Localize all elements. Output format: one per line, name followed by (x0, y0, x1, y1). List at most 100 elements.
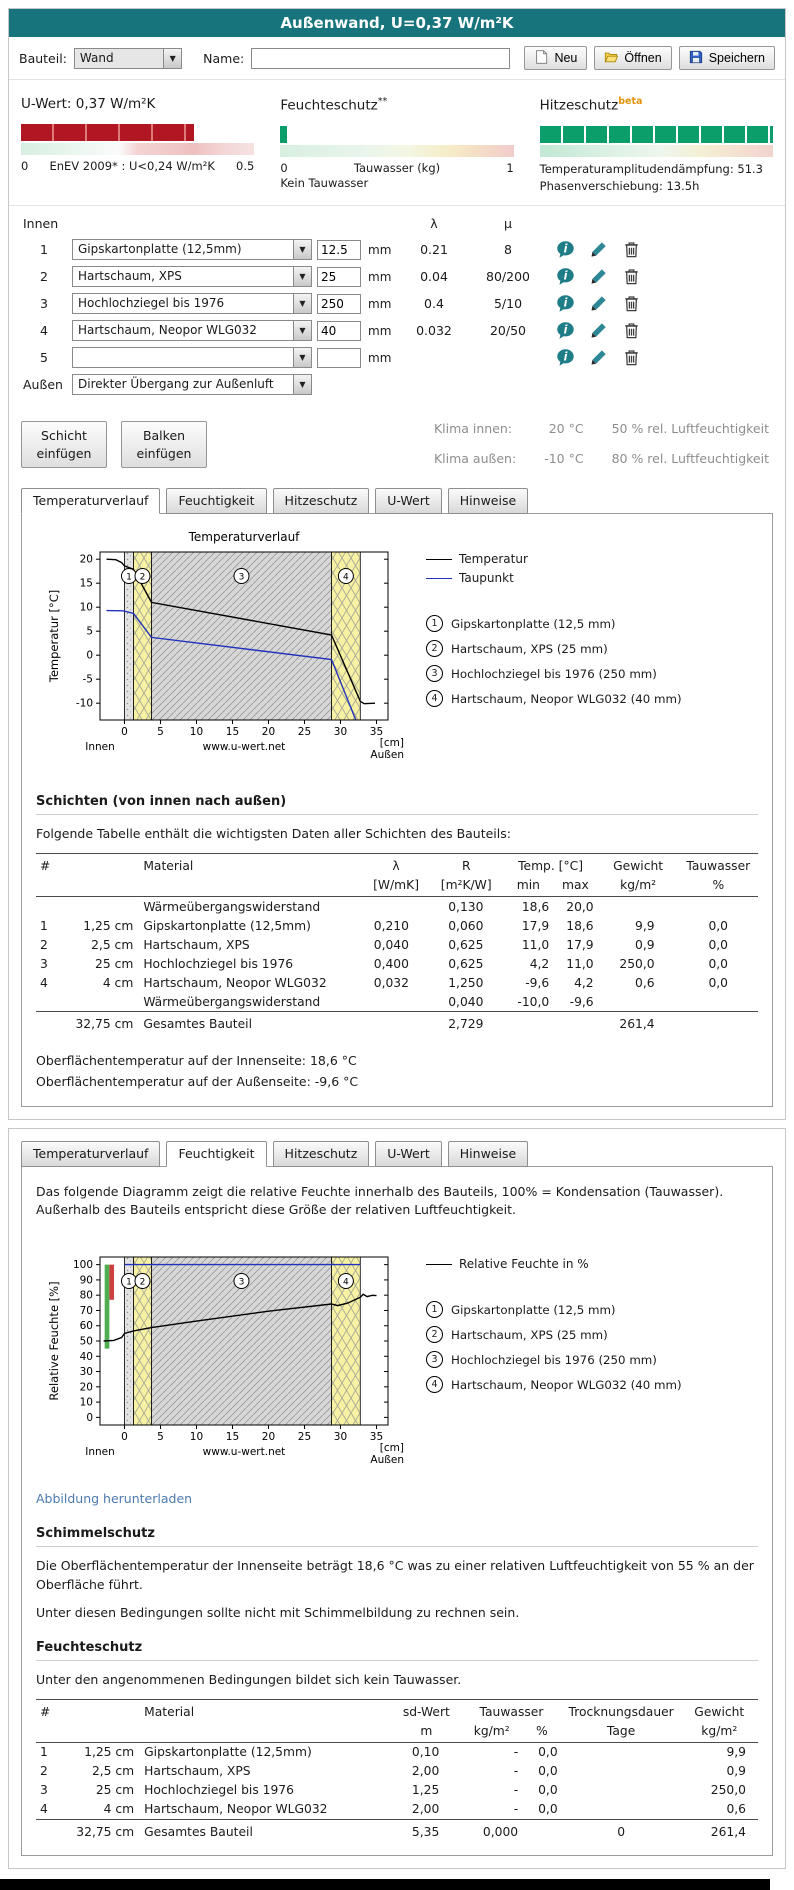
table-row: 3 25 cm Hochlochziegel bis 1976 0,400 0,625 4… (40, 956, 728, 971)
table-row: 3 25 cm Hochlochziegel bis 1976 1,25-0,0 250… (40, 1783, 746, 1798)
tauwasser-note: Kein Tauwasser (280, 175, 369, 190)
info-icon[interactable]: i (556, 348, 575, 367)
material-select[interactable]: Hartschaum, Neopor WLG032 ▼ (72, 320, 312, 341)
chevron-down-icon: ▼ (293, 294, 311, 313)
tab-hitzeschutz[interactable]: Hitzeschutz (272, 1141, 370, 1168)
name-input[interactable] (251, 47, 511, 69)
tab-hinweise[interactable]: Hinweise (447, 488, 529, 514)
feuchteschutz-table: # Material sd-Wert Tauwasser Trocknungsd… (36, 1698, 758, 1842)
svg-text:2: 2 (140, 572, 146, 582)
klima-aussen-temp: -10 °C (544, 451, 584, 466)
delete-icon[interactable] (622, 321, 641, 340)
svg-text:1: 1 (126, 1278, 132, 1288)
klima-innen-label: Klima innen: (433, 421, 513, 436)
edit-icon[interactable] (589, 267, 608, 286)
svg-text:-5: -5 (83, 674, 93, 686)
actions-row: Schicht einfügen Balken einfügen Klima inn… (9, 405, 785, 488)
material-select[interactable]: Hochlochziegel bis 1976 ▼ (72, 293, 312, 314)
svg-text:5: 5 (157, 726, 164, 738)
tab-temperaturverlauf[interactable]: Temperaturverlauf (21, 1141, 161, 1168)
tab-feuchtigkeit[interactable]: Feuchtigkeit (166, 1141, 267, 1168)
delete-icon[interactable] (622, 240, 641, 259)
layer-row: 5 ▼ mm i (21, 347, 773, 368)
tab-hinweise[interactable]: Hinweise (447, 1141, 529, 1168)
humidity-chart: 0 10 20 30 40 50 60 70 80 90 100 0 5 10 15 20 25 30 35 1 2 3 4… (47, 1256, 404, 1466)
delete-icon[interactable] (622, 294, 641, 313)
lambda-value: 0.21 (420, 242, 448, 257)
svg-text:[cm]: [cm] (380, 737, 404, 749)
new-button[interactable]: Neu (524, 46, 588, 70)
legend-series-entry: Relative Feuchte in % (426, 1257, 682, 1271)
save-button[interactable]: Speichern (678, 46, 775, 70)
info-icon[interactable]: i (556, 321, 575, 340)
thickness-input[interactable] (317, 239, 361, 260)
thickness-input[interactable] (317, 320, 361, 341)
svg-text:Innen: Innen (85, 741, 115, 753)
download-figure-link[interactable]: Abbildung herunterladen (36, 1491, 193, 1507)
unit-label: mm (368, 269, 392, 284)
bauteil-label: Bauteil: (19, 50, 67, 66)
layer-header-row: Innen λ µ (21, 216, 773, 231)
layer-number-badge: 4 (426, 690, 443, 707)
material-select[interactable]: ▼ (72, 347, 312, 368)
svg-text:4: 4 (343, 572, 349, 582)
delete-icon[interactable] (622, 267, 641, 286)
info-icon[interactable]: i (556, 267, 575, 286)
open-button[interactable]: Öffnen (594, 46, 672, 70)
legend-line-swatch (426, 577, 452, 579)
layer-number-badge: 1 (426, 1301, 443, 1319)
svg-text:0: 0 (86, 1412, 93, 1424)
svg-text:Außen: Außen (370, 749, 404, 761)
layer-row: 1 Gipskartonplatte (12,5mm)▼ mm 0.21 8 i (21, 239, 773, 260)
main-panel: Außenwand, U=0,37 W/m²K Bauteil: Wand ▼ … (8, 8, 786, 1121)
layer-number-badge: 3 (426, 665, 443, 682)
name-label: Name: (203, 50, 245, 66)
info-icon[interactable]: i (556, 240, 575, 259)
insert-beam-button[interactable]: Balken einfügen (121, 421, 207, 468)
svg-text:10: 10 (190, 1431, 203, 1443)
bauteil-select[interactable]: Wand ▼ (73, 47, 183, 69)
layer-number: 2 (40, 269, 48, 284)
uwert-bar (21, 124, 254, 141)
material-select[interactable]: Hartschaum, XPS ▼ (72, 266, 312, 287)
tab-temperaturverlauf[interactable]: Temperaturverlauf (21, 488, 161, 514)
edit-icon[interactable] (589, 321, 608, 340)
edit-icon[interactable] (589, 240, 608, 259)
tab-u-wert[interactable]: U-Wert (375, 488, 442, 514)
chevron-down-icon: ▼ (163, 48, 182, 68)
unit-label: mm (368, 242, 392, 257)
svg-text:i: i (563, 350, 567, 363)
svg-text:Temperatur [°C]: Temperatur [°C] (47, 590, 61, 683)
edit-icon[interactable] (589, 348, 608, 367)
delete-icon[interactable] (622, 348, 641, 367)
schimmelschutz-heading: Schimmelschutz (36, 1526, 758, 1548)
hitzeschutz-bar (539, 125, 773, 143)
tab-feuchtigkeit[interactable]: Feuchtigkeit (166, 488, 267, 514)
layer-number-badge: 3 (426, 1351, 443, 1369)
thickness-input[interactable] (317, 266, 361, 287)
edit-icon[interactable] (589, 294, 608, 313)
svg-text:80: 80 (80, 1290, 93, 1302)
tab-hitzeschutz[interactable]: Hitzeschutz (272, 488, 370, 514)
insert-layer-button[interactable]: Schicht einfügen (21, 421, 107, 468)
klima-innen-temp: 20 °C (548, 421, 584, 436)
legend-layer-entry: 3 Hochlochziegel bis 1976 (250 mm) (426, 1351, 682, 1369)
material-select[interactable]: Gipskartonplatte (12,5mm) ▼ (72, 239, 312, 260)
lambda-header: λ (430, 216, 438, 231)
thickness-input[interactable] (317, 347, 361, 368)
aussen-select[interactable]: Direkter Übergang zur Außenluft ▼ (72, 374, 312, 395)
temperature-chart-block: -10 -5 0 5 10 15 20 0 5 10 15 20 25 30 35 1 2 3 4 Temperatu… (36, 524, 758, 776)
feuchteschutz-scale-labels: 0 Tauwasser (kg) 1 (280, 160, 514, 175)
lambda-value: 0.4 (424, 296, 444, 311)
surface-temp-outside: Oberflächentemperatur auf der Außenseite… (36, 1073, 359, 1089)
thickness-input[interactable] (317, 293, 361, 314)
new-page-icon (534, 49, 548, 67)
schimmelschutz-p1: Die Oberflächentemperatur der Innenseite… (36, 1558, 754, 1592)
layer-number-badge: 4 (426, 1376, 443, 1394)
legend-layer-entry: 1 Gipskartonplatte (12,5 mm) (426, 615, 682, 632)
schichten-table: # Material λ R Temp. [°C] Gewicht Tauwas… (36, 853, 758, 1034)
humidity-chart-block: 0 10 20 30 40 50 60 70 80 90 100 0 5 10 15 20 25 30 35 1 2 3 4… (36, 1229, 758, 1481)
hitzeschutz-gauge: Hitzeschutzbeta Temperaturamplitudendämp… (539, 96, 773, 195)
info-icon[interactable]: i (556, 294, 575, 313)
tab-u-wert[interactable]: U-Wert (375, 1141, 442, 1168)
